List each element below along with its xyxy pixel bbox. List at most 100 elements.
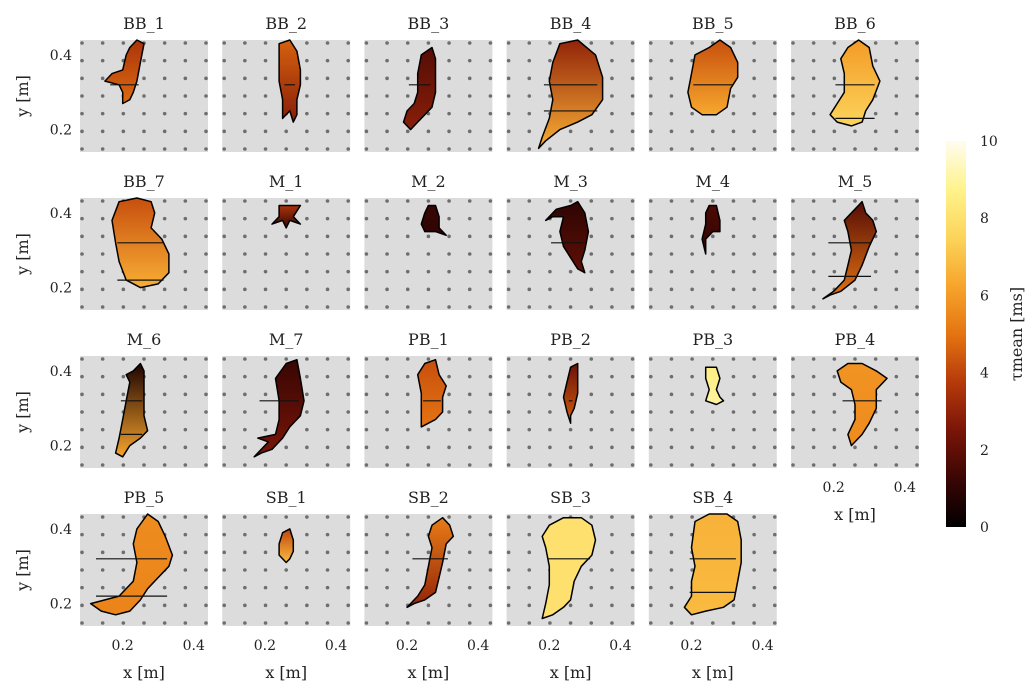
footprint-shape [836,362,888,447]
sensor-dot [204,392,208,397]
sensor-dot [385,445,389,450]
sensor-dot [488,199,493,203]
sensor-dot [773,199,777,203]
sensor-dot [204,357,208,361]
sensor-dot [222,199,226,203]
y-axis-label: y [m] [13,549,32,592]
panel-title: SB_3 [550,488,591,507]
sensor-dot [183,76,188,81]
sensor-dot [690,41,694,45]
sensor-dot [467,269,472,274]
sensor-dot [610,357,614,361]
sensor-dot [183,41,188,45]
sensor-dot [263,216,268,221]
sensor-dot [610,199,614,203]
sensor-dot [832,199,837,203]
sensor-dot [364,532,369,537]
sensor-dot [183,392,188,397]
sensor-dot [752,463,756,467]
sensor-dot [506,550,511,555]
sensor-dot [346,621,351,625]
sensor-dot [610,147,614,151]
sensor-dot [791,216,795,221]
sensor-dot [669,76,674,81]
sensor-dot [506,305,511,309]
sensor-dot [100,532,105,537]
sensor-dot [346,410,351,414]
sensor-dot [80,568,84,572]
sensor-dot [346,269,351,274]
sensor-dot [346,357,351,361]
sensor-dot [364,392,369,397]
sensor-dot [305,305,309,309]
sensor-dot [447,76,451,81]
sensor-dot [284,129,289,134]
sensor-dot [284,199,289,203]
sensor-dot [690,305,694,309]
sensor-dot [183,287,188,292]
sensor-dot [915,234,919,239]
sensor-dot [284,234,289,239]
sensor-dot [873,199,878,203]
colorbar-tick-label: 2 [980,443,989,459]
sensor-dot [853,147,857,151]
sensor-dot [447,427,451,432]
sensor-dot [894,147,899,151]
sensor-dot [669,41,674,45]
sensor-dot [447,94,451,98]
sensor-dot [385,357,389,361]
sensor-dot [325,357,330,361]
sensor-dot [488,603,493,608]
sensor-dot [222,445,226,450]
sensor-dot [731,357,736,361]
sensor-dot [589,585,594,590]
sensor-dot [385,58,389,63]
sensor-dot [243,585,247,590]
sensor-dot [811,392,816,397]
sensor-dot [385,392,389,397]
sensor-dot [385,532,389,537]
sensor-dot [527,76,532,81]
sensor-dot [610,234,614,239]
sensor-dot [222,58,226,63]
sensor-dot [630,603,635,608]
sensor-dot [263,585,268,590]
sensor-dot [162,129,167,134]
panel-title: M_6 [127,330,162,349]
sensor-dot [506,58,511,63]
sensor-dot [364,515,369,519]
sensor-dot [894,305,899,309]
sensor-dot [791,445,795,450]
sensor-dot [364,550,369,555]
sensor-dot [100,410,105,414]
sensor-dot [142,129,146,134]
sensor-dot [305,568,309,572]
panel-pb-5: PB_5 0.2 0.4 y [m] 0.2 0.4 x [m] [13,488,208,682]
sensor-dot [791,269,795,274]
sensor-dot [731,252,736,256]
sensor-dot [222,252,226,256]
sensor-dot [305,410,309,414]
panel-sb-1: SB_1 0.2 0.4 x [m] [222,488,351,682]
sensor-dot [853,305,857,309]
sensor-dot [263,58,268,63]
sensor-dot [284,269,289,274]
panel-title: BB_6 [834,14,876,33]
sensor-dot [527,585,532,590]
sensor-dot [467,41,472,45]
sensor-dot [100,111,105,116]
sensor-dot [385,269,389,274]
sensor-dot [385,234,389,239]
sensor-dot [405,287,410,292]
sensor-dot [548,357,552,361]
sensor-dot [162,463,167,467]
sensor-dot [873,269,878,274]
sensor-dot [915,445,919,450]
x-tick-label: 0.4 [609,638,631,654]
sensor-dot [811,427,816,432]
sensor-dot [690,111,694,116]
sensor-dot [690,287,694,292]
sensor-dot [711,199,715,203]
sensor-dot [305,94,309,98]
sensor-dot [548,392,552,397]
